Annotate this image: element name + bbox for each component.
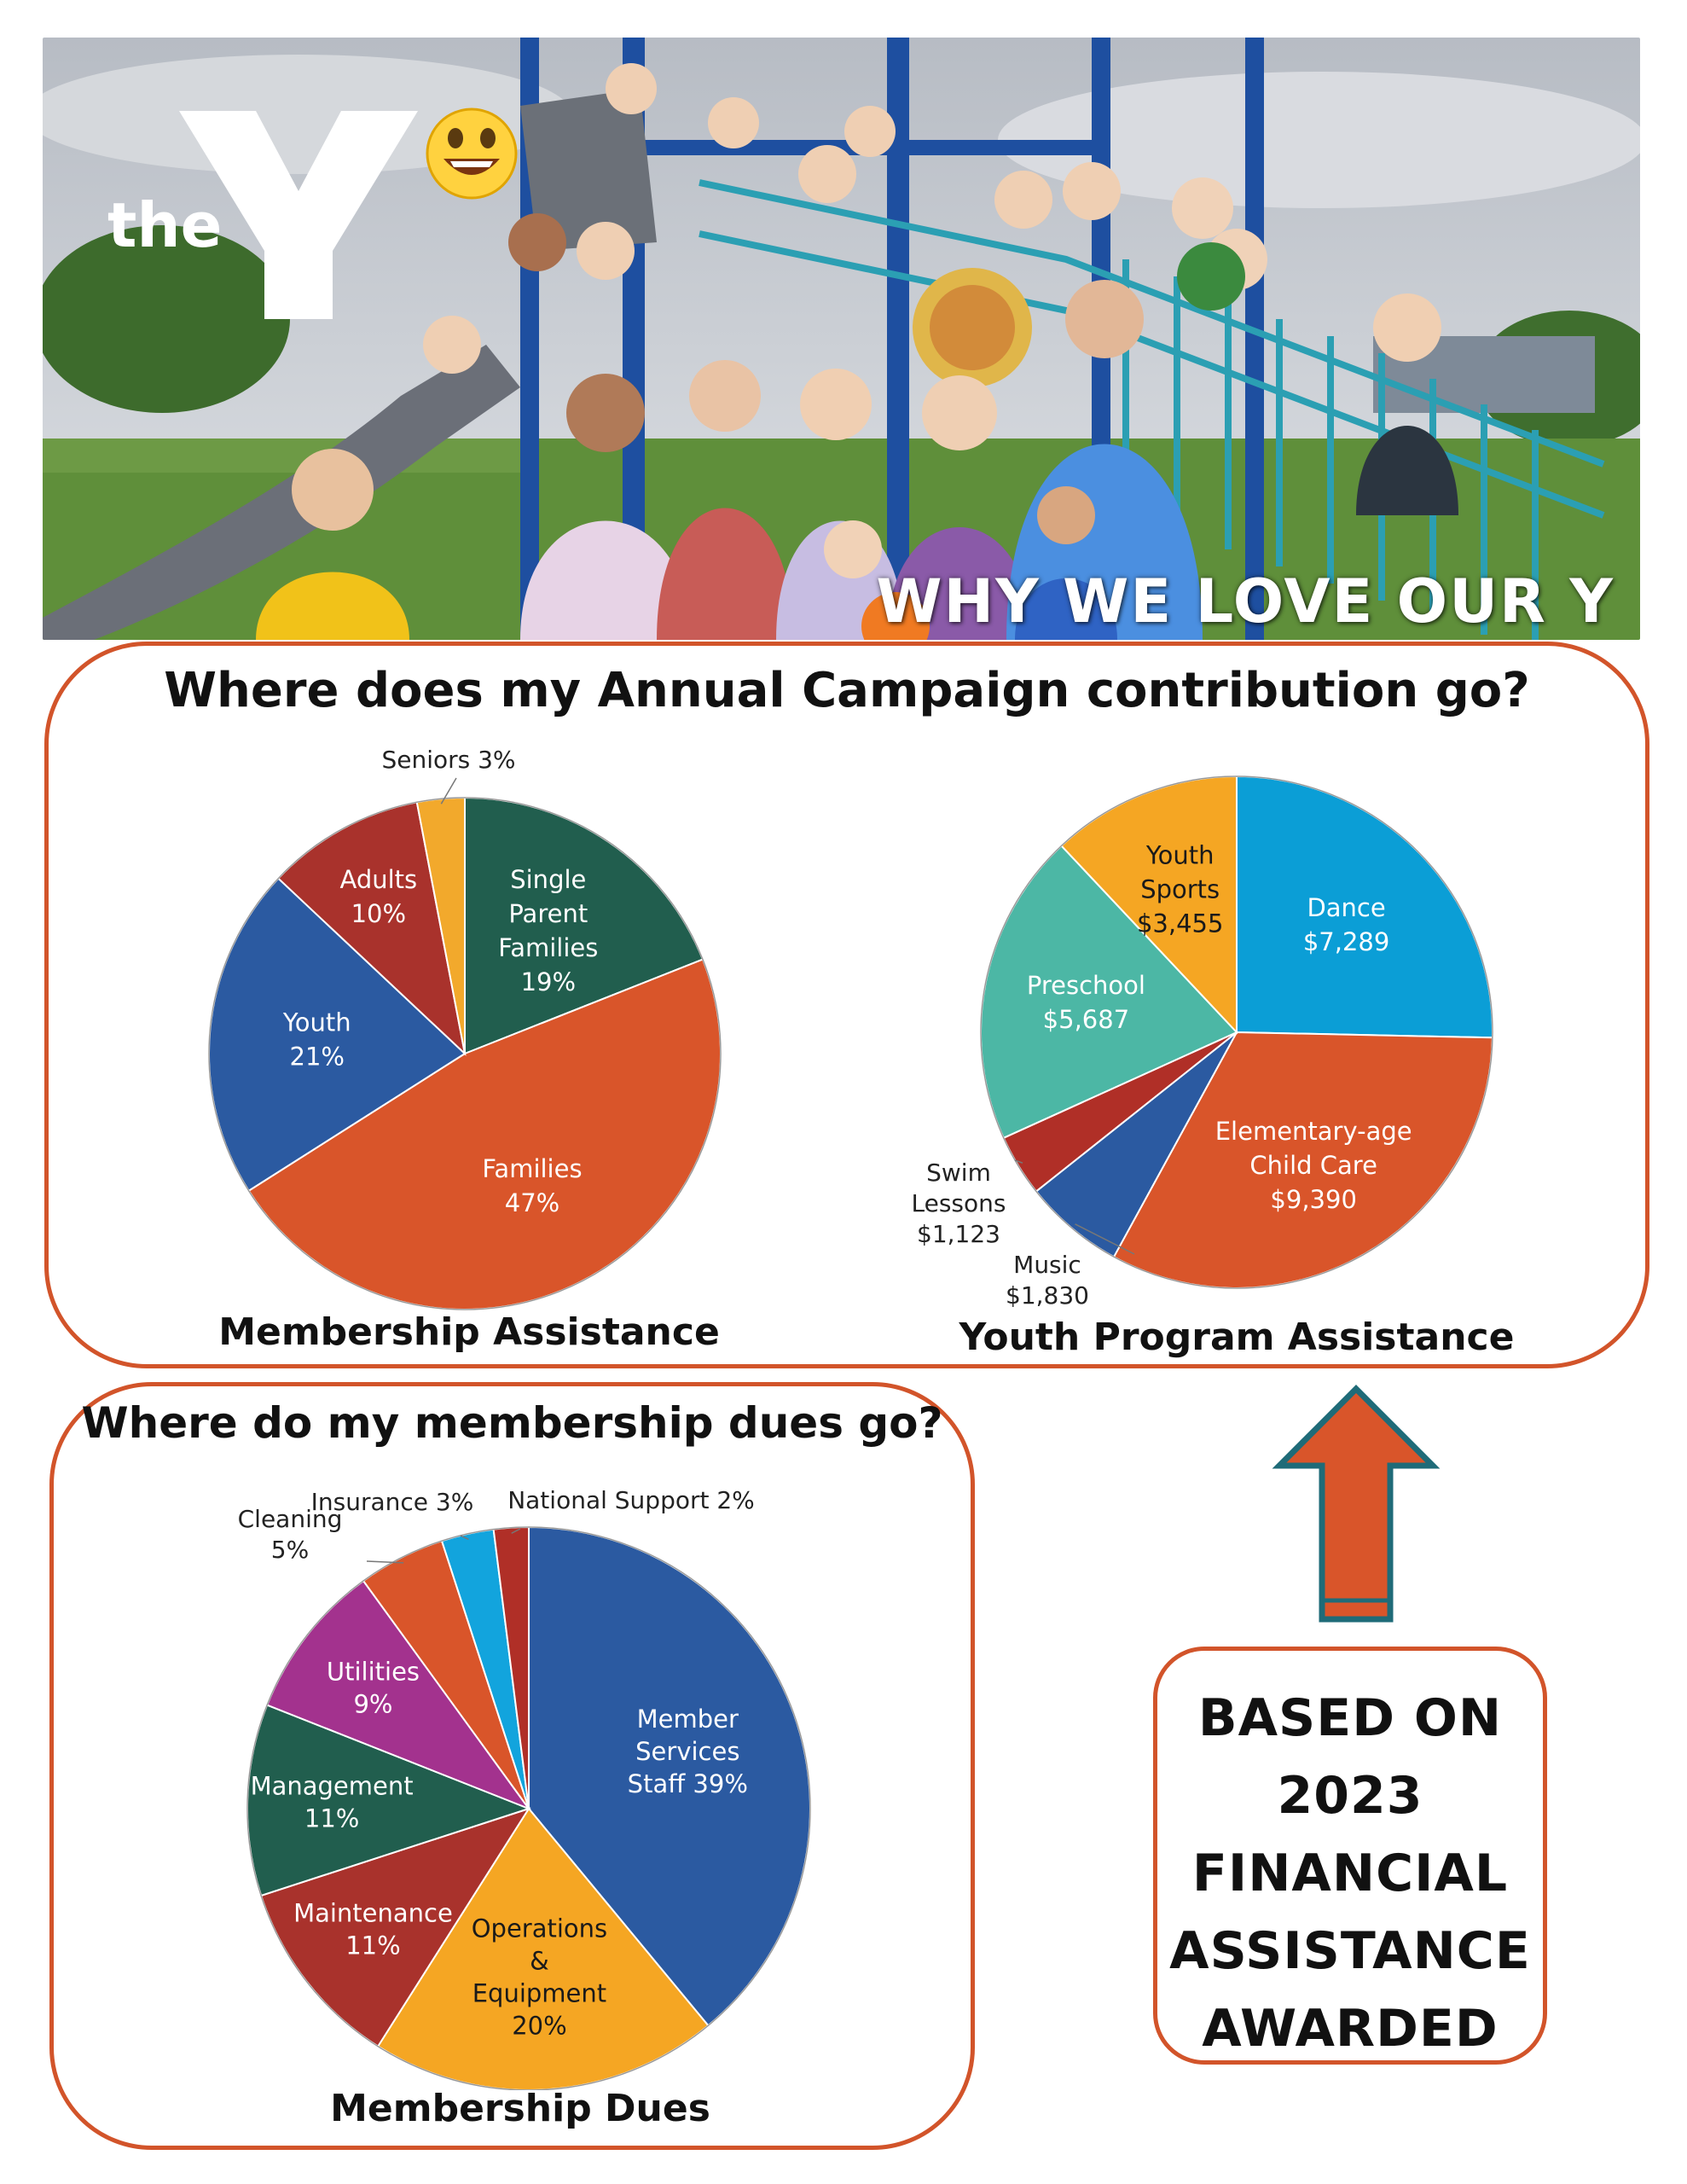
slice-label-families: Families 47%: [482, 1154, 582, 1217]
youth-program-assistance-caption: Youth Program Assistance: [959, 1316, 1515, 1359]
campaign-title: Where does my Annual Campaign contributi…: [164, 663, 1530, 718]
arrow-shape: [1272, 1385, 1441, 1623]
slice-label-swim: Swim Lessons $1,123: [912, 1159, 1006, 1248]
leader-line: [440, 777, 457, 804]
note-line: BASED ON: [1197, 1688, 1503, 1748]
leader-line: [1075, 1223, 1135, 1255]
smiley-emoji-icon: [426, 107, 518, 200]
note-line: FINANCIAL: [1191, 1844, 1509, 1903]
membership-dues-caption: Membership Dues: [330, 2087, 710, 2130]
slice-label-maintenance: Maintenance 11%: [293, 1899, 453, 1960]
slice-label-seniors-3: Seniors 3%: [381, 746, 515, 774]
note-text: BASED ON 2023 FINANCIAL ASSISTANCE AWARD…: [1166, 1680, 1534, 2068]
leader-line: [1014, 1159, 1023, 1164]
slice-label-national-support-2: National Support 2%: [507, 1486, 755, 1514]
slide: [43, 345, 520, 640]
playground-illustration: [43, 38, 1640, 640]
leader-line: [366, 1560, 404, 1564]
leader-line: [460, 1535, 469, 1541]
slice-label-management: Management 11%: [251, 1772, 414, 1833]
dues-title: Where do my membership dues go?: [81, 1398, 943, 1448]
pie-outline: [208, 797, 722, 1310]
slice-label-elementary-age: Elementary-age Child Care $9,390: [1215, 1117, 1412, 1214]
hero-photo: the YMCA WHY WE LOVE OUR Y: [43, 38, 1640, 640]
note-line: 2023: [1277, 1766, 1423, 1826]
note-line: AWARDED: [1202, 1999, 1499, 2059]
note-line: ASSISTANCE: [1169, 1921, 1531, 1981]
slice-label-cleaning: Cleaning 5%: [238, 1505, 343, 1564]
slice-label-youth: Youth Sports $3,455: [1137, 841, 1223, 938]
tree: [43, 225, 290, 413]
slice-label-insurance-3: Insurance 3%: [311, 1488, 474, 1516]
slice-label-utilities: Utilities 9%: [327, 1657, 420, 1718]
slice-label-member: Member Services Staff 39%: [628, 1705, 748, 1798]
up-arrow-icon: [1272, 1385, 1441, 1623]
ymca-logo-icon: [179, 111, 418, 319]
pie-outline: [246, 1526, 811, 2090]
group-of-people: [256, 63, 1458, 640]
membership-assistance-caption: Membership Assistance: [218, 1310, 720, 1354]
slice-label-youth: Youth 21%: [282, 1008, 351, 1072]
ymca-logo-text: the: [107, 189, 223, 261]
membership-dues-pie: Member Services Staff 39% Operations & Equipm…: [238, 1486, 811, 2090]
slice-label-music: Music $1,830: [1006, 1251, 1089, 1310]
slice-label-operations: Operations & Equipment 20%: [472, 1914, 607, 2041]
slice-label-single: Single Parent Families 19%: [498, 865, 598, 996]
pie-outline: [980, 775, 1493, 1289]
slice-label-adults: Adults 10%: [340, 865, 418, 928]
slice-label-dance: Dance $7,289: [1303, 893, 1389, 956]
slice-label-preschool: Preschool $5,687: [1027, 971, 1145, 1034]
financial-assistance-note: BASED ON 2023 FINANCIAL ASSISTANCE AWARD…: [1153, 1647, 1547, 2065]
youth-program-assistance-pie: Dance $7,289 Elementary-age Child Care $9,39…: [912, 775, 1493, 1310]
hero-caption: WHY WE LOVE OUR Y: [876, 566, 1615, 636]
leader-line: [511, 1528, 521, 1534]
membership-assistance-pie: Single Parent Families 19% Families 47% Youth 2…: [208, 746, 722, 1311]
